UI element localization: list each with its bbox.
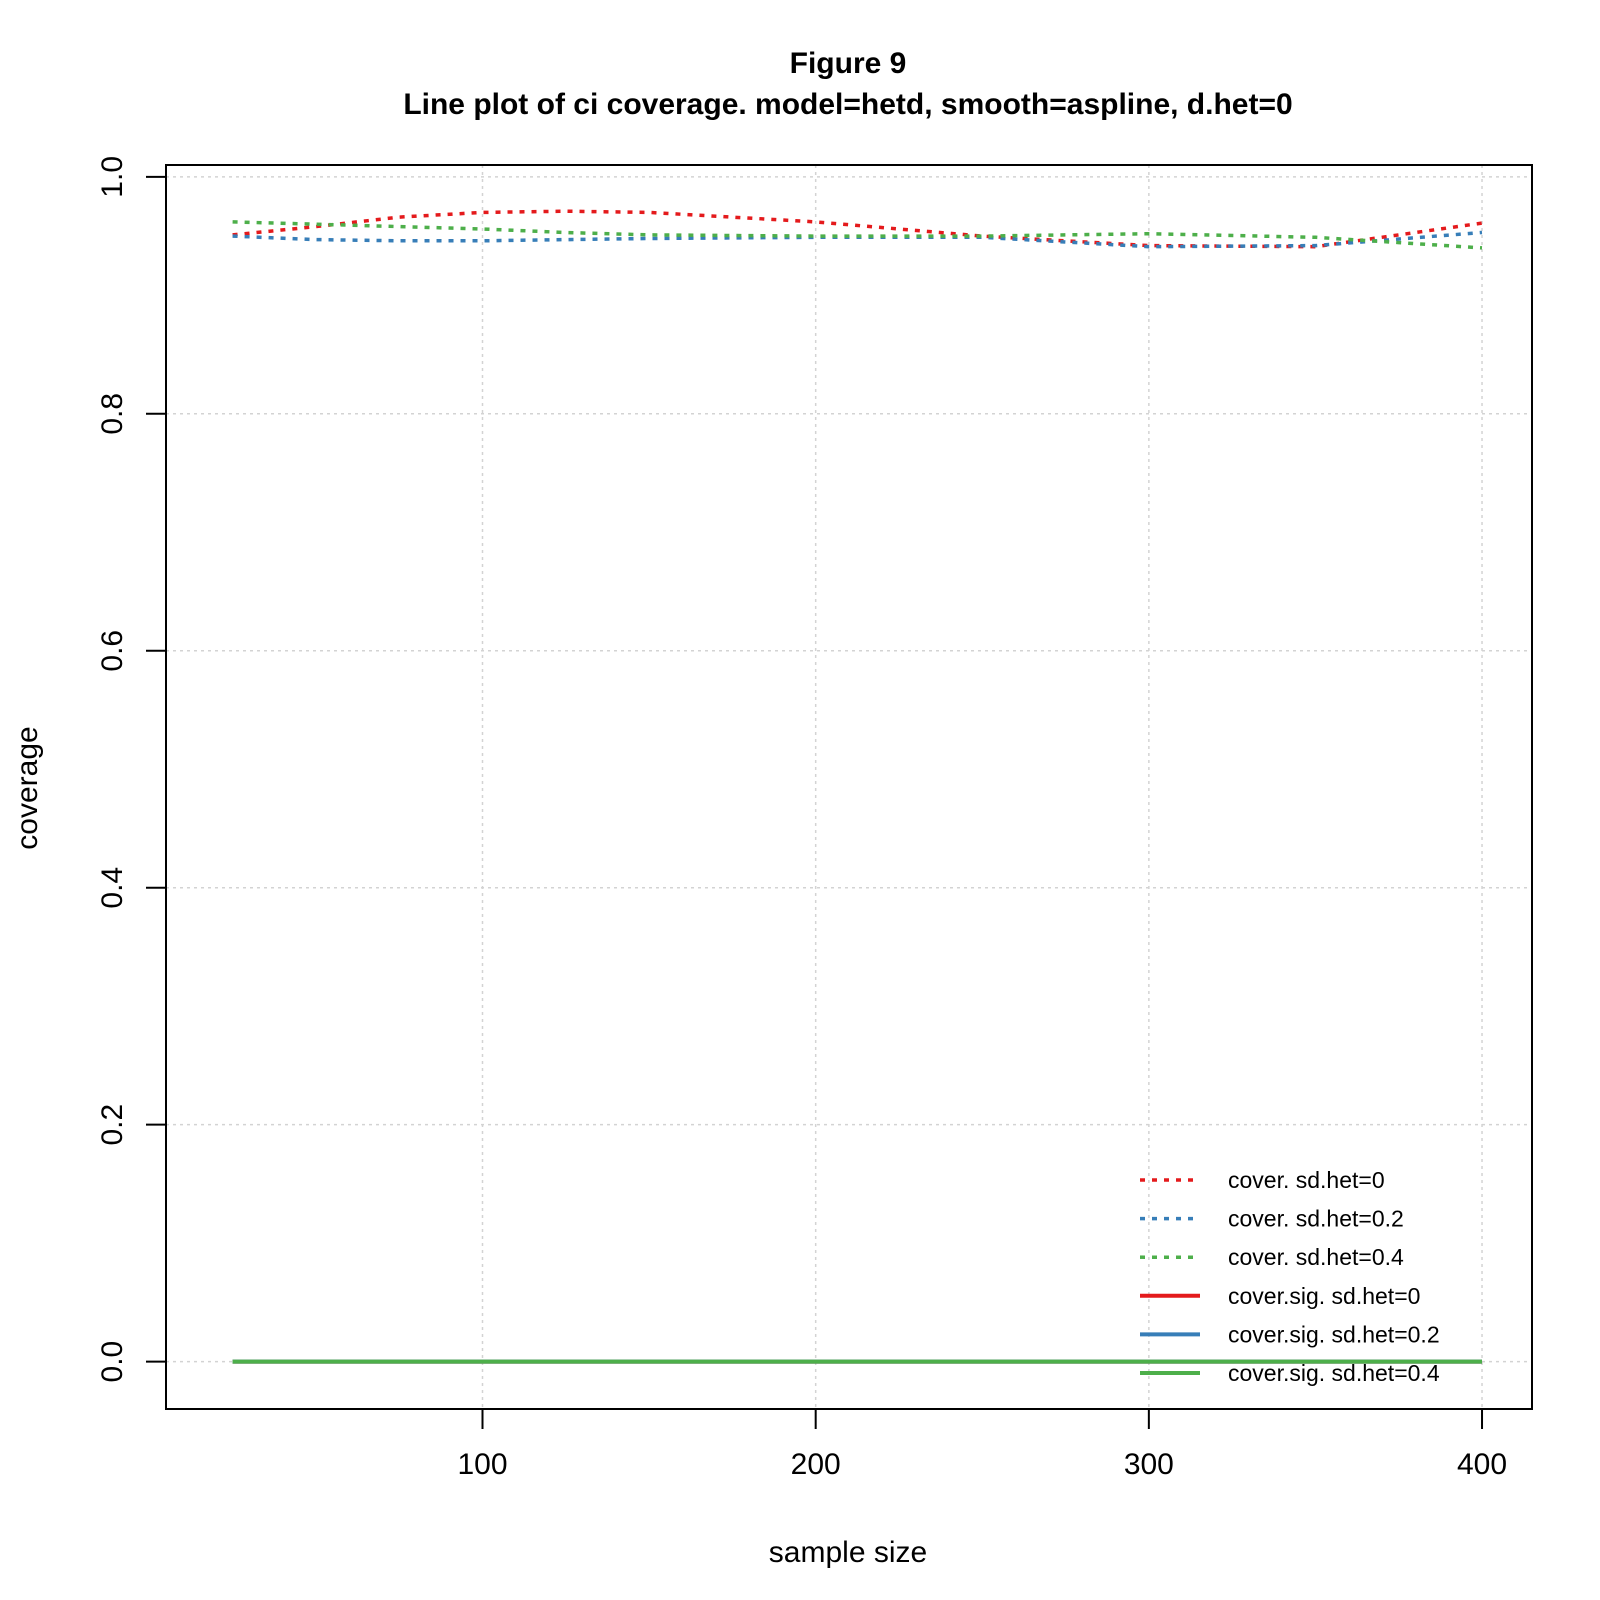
series-line-3 bbox=[232, 220, 1483, 250]
plot-frame bbox=[165, 164, 1533, 1410]
y-tick-label: 0.6 bbox=[96, 630, 129, 672]
axes: 100 200 300 400 0.0 0.2 0.4 0.6 0.8 1.0 bbox=[96, 156, 1507, 1481]
legend-label: cover. sd.het=0.4 bbox=[1228, 1244, 1404, 1270]
legend-label: cover.sig. sd.het=0 bbox=[1228, 1283, 1420, 1309]
legend-label: cover. sd.het=0 bbox=[1228, 1167, 1385, 1193]
legend-label: cover.sig. sd.het=0.2 bbox=[1228, 1321, 1440, 1347]
chart-subtitle: Line plot of ci coverage. model=hetd, sm… bbox=[403, 88, 1292, 121]
y-tick-label: 0.0 bbox=[96, 1341, 129, 1383]
grid bbox=[166, 165, 1532, 1409]
chart-title: Figure 9 bbox=[790, 47, 907, 80]
x-tick-label: 200 bbox=[791, 1448, 841, 1481]
y-tick-label: 0.4 bbox=[96, 867, 129, 909]
series-line-1 bbox=[232, 209, 1483, 249]
legend-label: cover.sig. sd.het=0.4 bbox=[1228, 1360, 1440, 1386]
y-axis-label: coverage bbox=[11, 726, 44, 849]
y-tick-label: 0.2 bbox=[96, 1104, 129, 1146]
series-line-2 bbox=[232, 230, 1483, 249]
y-tick-label: 0.8 bbox=[96, 393, 129, 435]
legend: cover. sd.het=0 cover. sd.het=0.2 cover. s… bbox=[1140, 1167, 1440, 1386]
x-tick-label: 300 bbox=[1124, 1448, 1174, 1481]
legend-label: cover. sd.het=0.2 bbox=[1228, 1206, 1404, 1232]
x-axis-label: sample size bbox=[769, 1536, 927, 1569]
y-tick-label: 1.0 bbox=[96, 156, 129, 198]
x-tick-label: 100 bbox=[457, 1448, 507, 1481]
x-tick-label: 400 bbox=[1457, 1448, 1507, 1481]
series-lines bbox=[232, 209, 1483, 1364]
